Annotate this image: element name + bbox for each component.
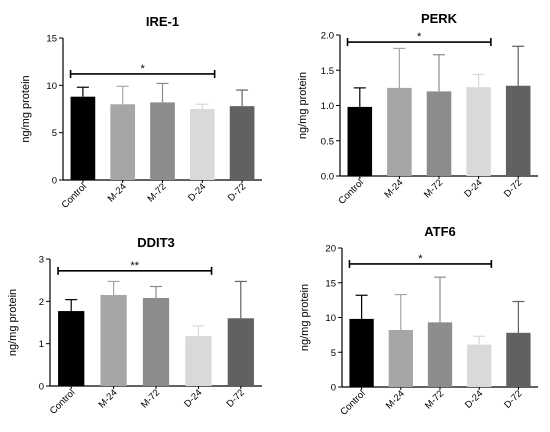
significance-label: ** [131, 260, 140, 272]
x-tick-label: D-24 [462, 177, 484, 199]
bar-m-72 [427, 322, 453, 387]
bar-m-72 [150, 102, 175, 180]
y-tick-label: 0 [331, 383, 336, 394]
bar-d-72 [227, 318, 254, 386]
bar-m-24 [387, 87, 412, 176]
chart-title: PERK [421, 11, 458, 26]
chart-title: DDIT3 [137, 235, 175, 250]
significance-label: * [417, 31, 422, 43]
bar-m-24 [388, 330, 413, 387]
bar-d-72 [505, 85, 531, 176]
y-tick-label: 10 [46, 81, 57, 92]
y-tick-label: 0.0 [321, 172, 334, 183]
panel-atf6: ATF6 ng/mg protein 0 5 10 15 20 Control M-24 M-72… [299, 224, 538, 418]
y-tick-label: 2.0 [321, 31, 334, 42]
y-tick-label: 0 [39, 382, 44, 393]
y-tick-label: 1.0 [321, 101, 334, 112]
y-tick-label: 10 [325, 313, 336, 324]
significance-label: * [418, 253, 423, 265]
y-tick-label: 5 [52, 128, 57, 139]
y-tick-label: 0.5 [321, 136, 334, 147]
y-tick-label: 20 [325, 244, 336, 255]
x-tick-label: D-24 [182, 387, 204, 409]
y-axis-label: ng/mg protein [20, 75, 32, 142]
x-tick-label: D-72 [502, 388, 524, 410]
y-tick-label: 15 [46, 34, 57, 45]
x-tick-label: D-24 [463, 388, 485, 410]
bar-m-72 [426, 91, 452, 176]
y-tick-label: 1.5 [321, 66, 334, 77]
x-tick-label: Control [336, 177, 365, 206]
y-tick-label: 15 [325, 278, 336, 289]
bar-control [347, 106, 373, 176]
x-tick-label: M-72 [146, 181, 169, 204]
x-tick-label: M-72 [139, 387, 162, 410]
x-tick-label: M-24 [384, 388, 407, 411]
chart-title: ATF6 [424, 224, 456, 239]
panel-perk: PERK ng/mg protein 0.0 0.5 1.0 1.5 2.0 Control M… [297, 11, 538, 207]
bar-d-72 [506, 332, 531, 387]
x-tick-label: M-24 [97, 387, 120, 410]
y-tick-label: 3 [39, 255, 44, 266]
y-axis-label: ng/mg protein [297, 72, 309, 139]
x-tick-label: D-72 [225, 387, 247, 409]
y-tick-label: 1 [39, 339, 44, 350]
bar-control [70, 96, 96, 180]
bar-m-24 [100, 294, 127, 386]
panel-ddit3: DDIT3 ng/mg protein 0 1 2 3 Control M-24 M-72 D-2… [7, 235, 262, 417]
x-tick-label: M-72 [423, 388, 446, 411]
y-tick-label: 2 [39, 297, 44, 308]
bar-d-24 [466, 87, 491, 176]
x-tick-label: D-24 [186, 181, 208, 203]
bar-d-72 [229, 106, 255, 180]
y-tick-label: 0 [52, 176, 57, 187]
panel-ire1: IRE-1 ng/mg protein 0 5 10 15 Control M-24 M-72 D… [20, 14, 262, 211]
x-tick-label: Control [338, 388, 367, 417]
x-tick-label: Control [48, 387, 77, 416]
bar-m-72 [142, 297, 170, 386]
y-tick-label: 5 [331, 348, 336, 359]
x-tick-label: D-72 [226, 181, 248, 203]
x-tick-label: D-72 [502, 177, 524, 199]
significance-label: * [140, 63, 145, 75]
bar-d-24 [467, 344, 492, 387]
x-tick-label: M-24 [106, 181, 129, 204]
y-axis-label: ng/mg protein [7, 289, 19, 356]
y-axis-label: ng/mg protein [299, 284, 311, 351]
bar-d-24 [185, 336, 212, 386]
x-tick-label: M-24 [382, 177, 405, 200]
chart-title: IRE-1 [146, 14, 179, 29]
bar-m-24 [110, 104, 136, 180]
x-tick-label: Control [60, 181, 89, 210]
x-tick-label: M-72 [422, 177, 445, 200]
bar-control [58, 311, 85, 386]
bar-d-24 [189, 109, 215, 180]
bar-control [349, 318, 374, 387]
